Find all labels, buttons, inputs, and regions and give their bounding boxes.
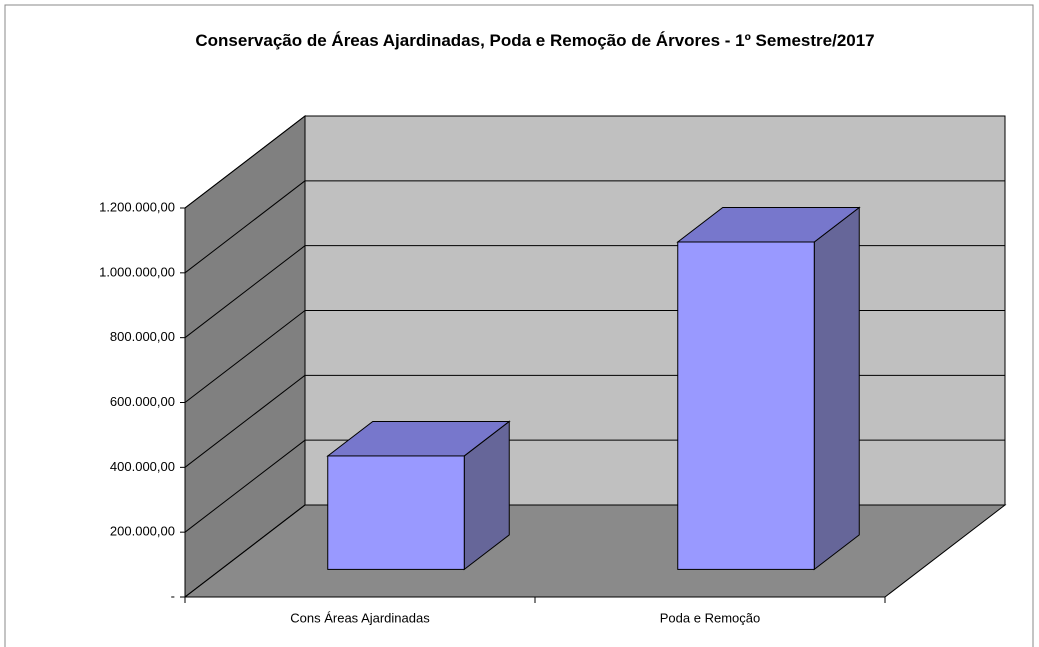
chart-frame (4, 4, 1034, 647)
grid-line (184, 310, 306, 403)
y-tick-label: 200.000,00 (110, 524, 175, 539)
grid-line (184, 439, 306, 533)
floor (183, 504, 1007, 598)
y-tick-label: 600.000,00 (110, 394, 175, 409)
grid-line (184, 180, 306, 274)
bar-side (813, 206, 860, 571)
y-tick-label: - (171, 588, 175, 603)
bar (327, 455, 465, 570)
bar (677, 241, 815, 570)
y-tick-label: 800.000,00 (110, 329, 175, 344)
grid-line (184, 504, 306, 598)
y-tick-label: 400.000,00 (110, 459, 175, 474)
y-tick-label: 1.000.000,00 (99, 264, 175, 279)
grid-line (184, 115, 306, 209)
y-tick-label: 1.200.000,00 (99, 199, 175, 214)
x-tick-label: Poda e Remoção (660, 610, 760, 625)
x-tick-label: Cons Áreas Ajardinadas (290, 610, 430, 625)
chart-title: Conservação de Áreas Ajardinadas, Poda e… (195, 31, 875, 50)
grid-line (184, 245, 306, 339)
grid-line (184, 374, 306, 468)
